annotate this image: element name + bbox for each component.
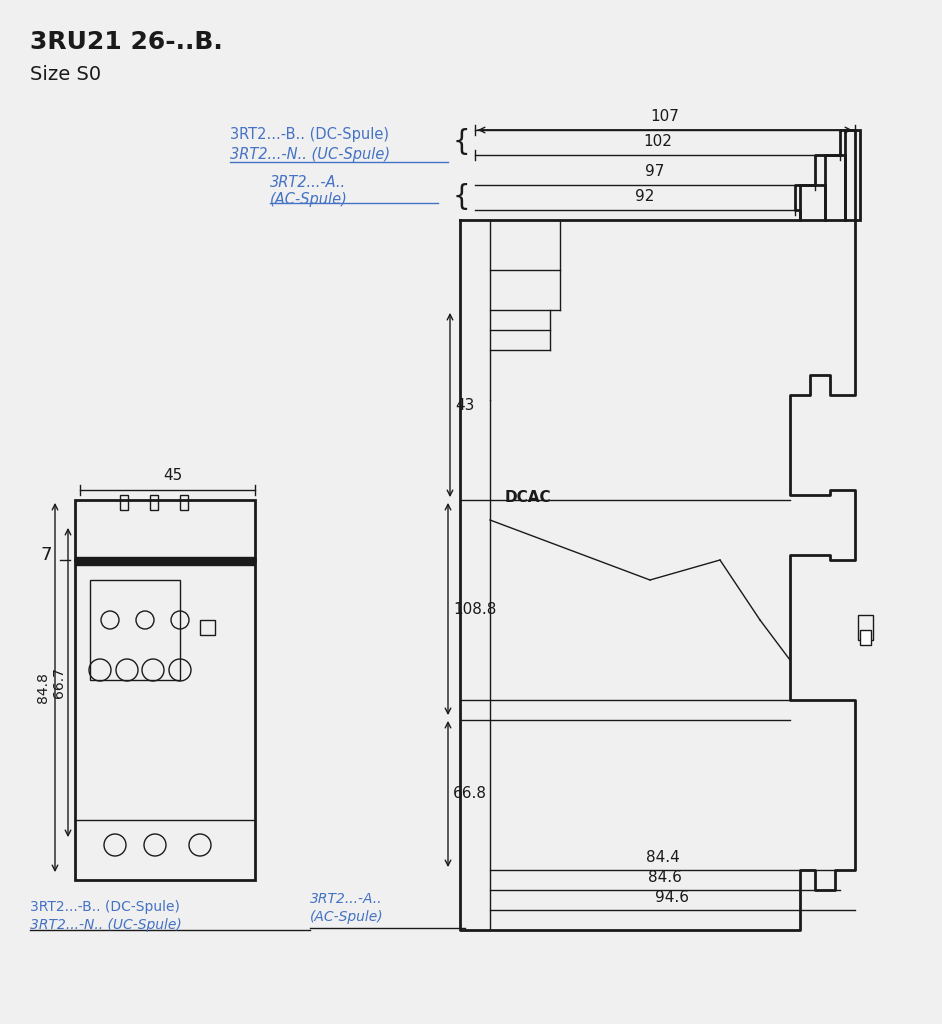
Bar <box>75 500 255 880</box>
Bar <box>858 615 873 640</box>
Text: 3RT2...-A..
(AC-Spule): 3RT2...-A.. (AC-Spule) <box>270 175 348 208</box>
Text: 94.6: 94.6 <box>656 890 690 905</box>
Bar <box>180 495 188 510</box>
Text: 43: 43 <box>455 397 475 413</box>
Bar <box>120 495 128 510</box>
Text: 3RT2...-B.. (DC-Spule): 3RT2...-B.. (DC-Spule) <box>230 127 389 142</box>
Text: 102: 102 <box>643 134 672 150</box>
Text: 66.8: 66.8 <box>453 786 487 802</box>
Text: Size S0: Size S0 <box>30 65 101 84</box>
Text: 3RU21 26-..B.: 3RU21 26-..B. <box>30 30 222 54</box>
Text: 3RT2...-A..: 3RT2...-A.. <box>310 892 382 906</box>
Text: 84.8: 84.8 <box>36 672 50 702</box>
Text: 97: 97 <box>645 164 665 179</box>
Text: 7: 7 <box>40 546 52 564</box>
Text: {: { <box>452 183 470 211</box>
Text: 3RT2...-B.. (DC-Spule): 3RT2...-B.. (DC-Spule) <box>30 900 180 914</box>
Text: 107: 107 <box>651 109 679 124</box>
Bar <box>90 580 180 680</box>
Bar <box>75 557 255 565</box>
Bar <box>800 185 825 220</box>
Text: 84.4: 84.4 <box>645 850 679 865</box>
Bar <box>200 620 215 635</box>
Text: 45: 45 <box>163 468 182 483</box>
Bar <box>150 495 158 510</box>
Text: 3RT2...-N.. (UC-Spule): 3RT2...-N.. (UC-Spule) <box>230 147 390 162</box>
Text: 66.7: 66.7 <box>52 667 66 698</box>
Text: 92: 92 <box>635 189 655 204</box>
Text: DCAC: DCAC <box>505 490 552 505</box>
Text: (AC-Spule): (AC-Spule) <box>310 910 383 924</box>
Bar <box>825 155 845 220</box>
Text: {: { <box>452 128 470 156</box>
Text: 84.6: 84.6 <box>648 870 682 885</box>
Text: 3RT2...-N.. (UC-Spule): 3RT2...-N.. (UC-Spule) <box>30 918 182 932</box>
Bar <box>845 130 860 220</box>
Bar <box>860 630 871 645</box>
Text: 108.8: 108.8 <box>453 601 496 616</box>
